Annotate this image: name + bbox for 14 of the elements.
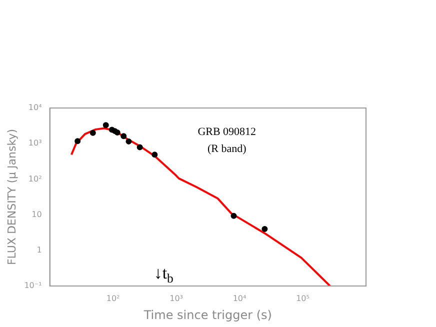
y-tick-label: 10⁻¹ [24,281,42,290]
annotation: GRB 090812 [198,126,256,138]
x-tick-label: 10⁵ [296,294,310,303]
y-tick-label: 1 [36,245,42,254]
y-tick-label: 10² [28,174,42,184]
x-tick-label: 10³ [170,294,183,303]
x-tick-label: 10⁴ [232,294,246,303]
y-tick-label: 10³ [28,138,42,148]
y-tick-label: 10⁴ [28,103,42,112]
y-axis-title: FLUX DENSITY (μ Jansky) [5,128,18,266]
y-tick-label: 10 [32,210,42,219]
x-tick-label: 10² [106,294,120,303]
x-axis-title: Time since trigger (s) [142,308,272,322]
annotation: (R band) [207,142,247,155]
